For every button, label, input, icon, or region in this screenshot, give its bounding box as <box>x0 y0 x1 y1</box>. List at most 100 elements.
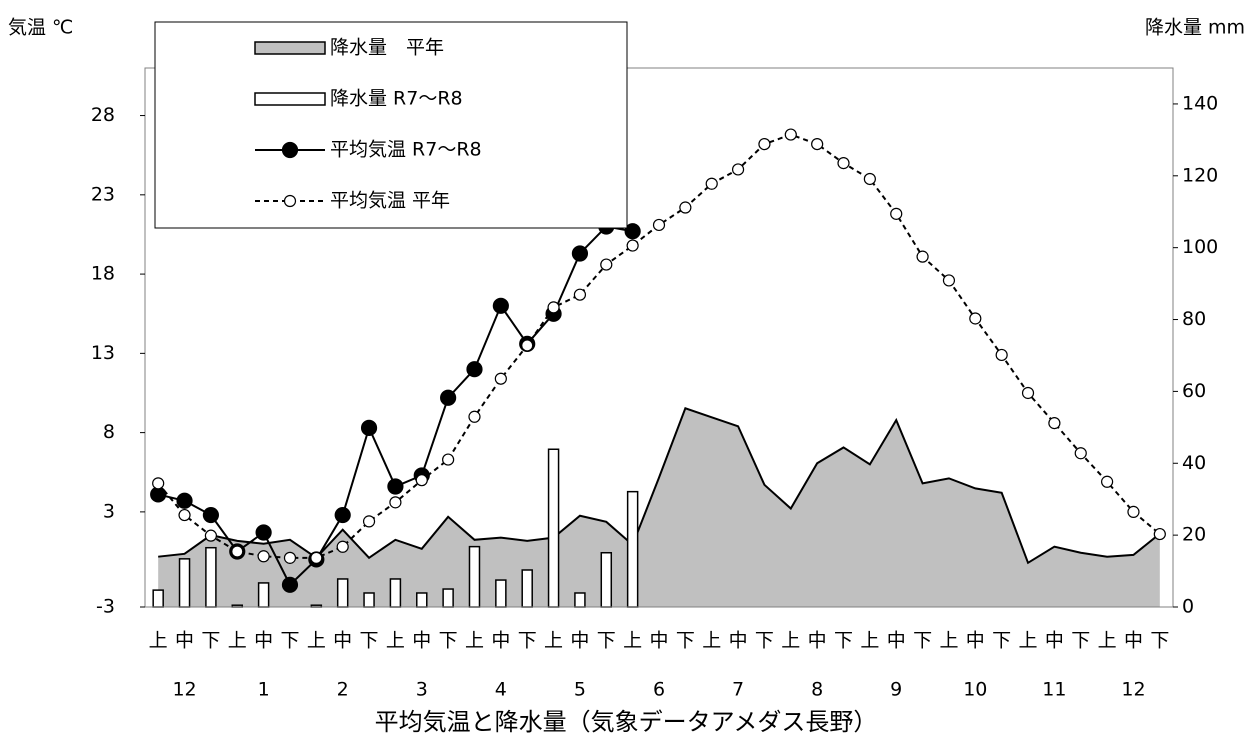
temp-marker <box>176 492 193 509</box>
x-tick-label: 上 <box>623 630 642 652</box>
temp-marker <box>571 245 589 262</box>
precip-normal-outline <box>158 407 1161 565</box>
x-tick-label: 下 <box>1071 630 1090 652</box>
x-tick-label: 下 <box>201 630 220 652</box>
y2-axis-label: 降水量 mm <box>1145 17 1245 39</box>
y2-tick-label: 20 <box>1182 524 1206 546</box>
x-tick-label: 上 <box>149 630 168 652</box>
temp-marker <box>466 361 483 378</box>
x-tick-label: 中 <box>412 630 431 652</box>
legend-swatch <box>254 92 326 106</box>
precip-bar <box>389 578 402 608</box>
month-label: 11 <box>1042 679 1066 701</box>
temp-normal-marker <box>837 157 850 170</box>
temp-marker <box>387 478 404 495</box>
temp-normal-marker <box>468 410 481 423</box>
month-label: 4 <box>495 679 507 701</box>
temp-normal-marker <box>1074 447 1087 460</box>
x-tick-label: 上 <box>860 630 879 652</box>
x-tick-label: 上 <box>228 630 247 652</box>
temp-marker <box>492 297 509 314</box>
y2-tick-label: 140 <box>1182 92 1218 114</box>
temp-normal-marker <box>863 172 876 186</box>
x-tick-label: 上 <box>1019 630 1038 652</box>
temp-marker <box>255 524 272 541</box>
x-tick-label: 中 <box>333 630 352 652</box>
y-tick-label: 23 <box>91 183 115 205</box>
temp-marker <box>281 576 299 593</box>
x-tick-label: 下 <box>676 630 695 652</box>
y-tick-label: 8 <box>103 421 115 443</box>
x-tick-label: 上 <box>781 630 800 652</box>
temp-normal-marker <box>494 372 507 385</box>
temp-normal-marker <box>942 274 956 287</box>
legend-label: 平均気温 平年 <box>330 190 450 212</box>
temp-normal-marker <box>995 348 1008 362</box>
month-label: 12 <box>172 679 196 701</box>
month-label: 1 <box>258 679 270 701</box>
temp-normal-marker <box>178 508 191 522</box>
temp-normal-marker <box>521 339 534 352</box>
precip-bar <box>257 582 270 608</box>
temp-normal-marker <box>679 201 692 214</box>
month-label: 7 <box>732 679 744 701</box>
temp-marker <box>202 506 219 524</box>
month-label: 2 <box>337 679 349 701</box>
y2-tick-label: 0 <box>1182 596 1194 618</box>
legend-label: 降水量 平年 <box>330 37 444 59</box>
temp-normal-marker <box>600 258 613 271</box>
temp-normal-marker <box>1127 505 1140 518</box>
x-tick-label: 上 <box>1098 630 1117 652</box>
legend-box <box>154 21 628 229</box>
x-tick-label: 下 <box>913 630 932 652</box>
x-tick-label: 下 <box>755 630 774 652</box>
y-tick-label: 13 <box>91 342 115 364</box>
temp-normal-marker <box>811 137 824 151</box>
temp-normal-marker <box>415 474 428 487</box>
legend-marker <box>283 194 297 208</box>
month-label: 10 <box>963 679 987 701</box>
x-tick-label: 中 <box>808 630 827 652</box>
y2-tick-label: 100 <box>1182 236 1218 258</box>
temp-normal-marker <box>283 551 297 564</box>
temp-normal-line <box>157 133 1161 559</box>
precip-bar <box>626 490 639 608</box>
temp-normal-marker <box>573 288 587 301</box>
temp-marker <box>624 223 641 240</box>
temp-marker <box>360 419 378 436</box>
x-tick-label: 上 <box>939 630 958 652</box>
temp-marker <box>334 506 351 524</box>
temp-normal-marker <box>389 496 402 509</box>
precip-bar <box>574 592 586 608</box>
x-tick-label: 下 <box>518 630 537 652</box>
x-tick-label: 上 <box>702 630 721 652</box>
x-tick-label: 中 <box>175 630 194 652</box>
y-axis-label: 気温 ℃ <box>8 17 73 39</box>
x-tick-label: 下 <box>1150 630 1169 652</box>
x-tick-label: 下 <box>360 630 379 652</box>
y2-tick-label: 80 <box>1182 308 1206 330</box>
temp-normal-marker <box>310 551 323 564</box>
precip-normal-area <box>158 408 1160 607</box>
temp-normal-marker <box>1048 417 1061 430</box>
x-tick-label: 上 <box>544 630 563 652</box>
temp-normal-marker <box>916 250 929 263</box>
x-tick-label: 上 <box>465 630 484 652</box>
precip-bar <box>363 592 375 608</box>
legend-label: 平均気温 R7～R8 <box>330 139 482 161</box>
x-tick-label: 上 <box>386 630 405 652</box>
precip-bar <box>468 545 481 608</box>
temp-marker <box>440 389 457 406</box>
y-tick-label: 28 <box>91 104 115 126</box>
precip-bar <box>495 579 507 608</box>
x-tick-label: 中 <box>1045 630 1064 652</box>
precip-bar <box>336 578 349 608</box>
legend-swatch <box>254 41 326 55</box>
temp-normal-marker <box>758 137 771 151</box>
temp-normal-marker <box>362 515 376 528</box>
month-label: 12 <box>1121 679 1145 701</box>
y2-tick-label: 40 <box>1182 452 1206 474</box>
x-tick-label: 中 <box>887 630 906 652</box>
x-tick-label: 下 <box>992 630 1011 652</box>
month-label: 3 <box>416 679 428 701</box>
